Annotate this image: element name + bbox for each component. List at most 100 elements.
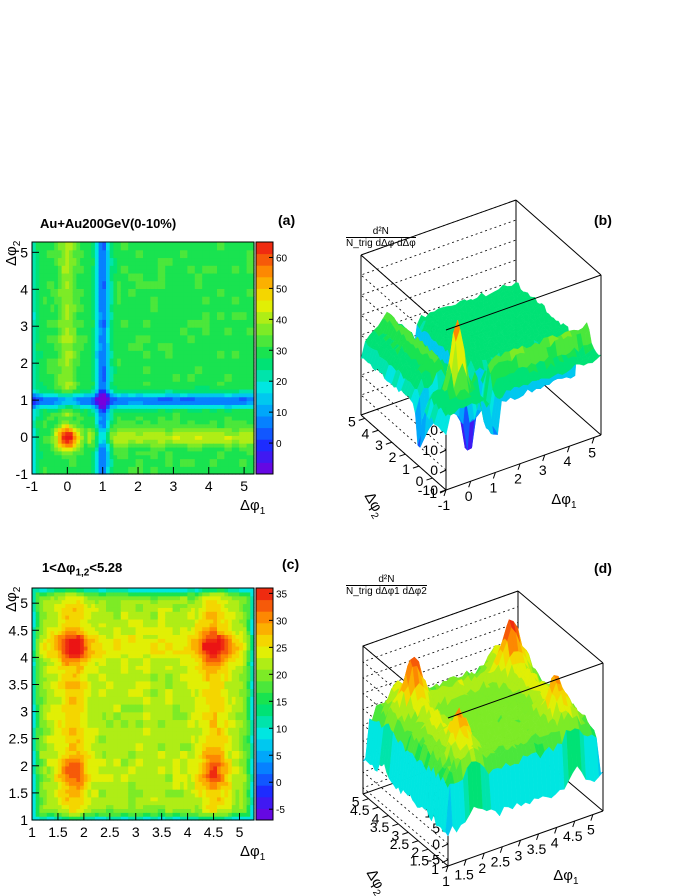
heatmap-cell — [35, 323, 40, 328]
heatmap-cell — [35, 446, 40, 452]
heatmap-cell — [150, 265, 155, 270]
heatmap-cell — [83, 458, 89, 463]
heatmap-cell — [143, 323, 148, 328]
heatmap-cell — [43, 419, 48, 425]
heatmap-cell — [239, 470, 244, 475]
heatmap-cell — [224, 470, 229, 475]
heatmap-cell — [217, 365, 222, 371]
heatmap-cell — [194, 319, 200, 324]
heatmap-cell — [76, 327, 81, 332]
heatmap-cell — [205, 373, 211, 378]
heatmap-cell — [65, 358, 70, 363]
heatmap-cell — [135, 385, 140, 390]
heatmap-cell — [198, 342, 203, 347]
heatmap-cell — [69, 377, 74, 382]
heatmap-cell — [246, 253, 251, 259]
heatmap-cell — [235, 408, 240, 413]
heatmap-cell — [35, 400, 40, 405]
heatmap-cell — [61, 249, 66, 255]
heatmap-cell — [120, 412, 126, 417]
heatmap-cell — [102, 261, 107, 266]
heatmap-cell — [35, 454, 40, 460]
heatmap-cell — [228, 342, 233, 347]
heatmap-cell — [94, 272, 100, 278]
heatmap-cell — [109, 323, 114, 328]
heatmap-cell — [87, 369, 92, 375]
heatmap-cell — [61, 327, 66, 332]
heatmap-cell — [183, 369, 188, 375]
heatmap-cell — [32, 435, 37, 440]
heatmap-cell — [176, 284, 181, 289]
heatmap-cell — [217, 342, 222, 347]
heatmap-cell — [57, 381, 63, 386]
heatmap-cell — [198, 350, 203, 355]
heatmap-cell — [187, 416, 192, 421]
heatmap-cell — [176, 307, 181, 313]
heatmap-cell — [80, 265, 85, 270]
heatmap-cell — [176, 296, 181, 301]
heatmap-cell — [87, 373, 92, 378]
heatmap-cell — [76, 307, 81, 313]
y-tick-label: 1 — [20, 392, 28, 408]
heatmap-cell — [131, 334, 137, 340]
heatmap-cell — [154, 412, 159, 417]
heatmap-cell — [246, 265, 251, 270]
heatmap-cell — [172, 404, 177, 409]
heatmap-cell — [228, 365, 233, 371]
heatmap-cell — [76, 257, 81, 262]
heatmap-cell — [69, 276, 74, 282]
heatmap-cell — [54, 315, 59, 320]
heatmap-cell — [109, 249, 114, 255]
heatmap-cell — [161, 288, 166, 293]
heatmap-cell — [220, 303, 225, 309]
heatmap-cell — [228, 439, 233, 444]
heatmap-cell — [187, 454, 192, 460]
heatmap-cell — [239, 454, 244, 460]
heatmap-cell — [205, 404, 211, 409]
heatmap-cell — [80, 404, 85, 409]
heatmap-cell — [239, 319, 244, 324]
heatmap-cell — [187, 342, 192, 347]
heatmap-cell — [35, 319, 40, 324]
heatmap-cell — [217, 288, 222, 293]
heatmap-cell — [87, 307, 92, 313]
heatmap-cell — [146, 245, 151, 251]
heatmap-cell — [168, 412, 174, 417]
heatmap-cell — [106, 334, 111, 340]
heatmap-cell — [35, 439, 40, 444]
heatmap-cell — [150, 257, 155, 262]
heatmap-cell — [231, 327, 237, 332]
heatmap-cell — [168, 272, 174, 278]
heatmap-cell — [102, 377, 107, 382]
colorbar-level — [256, 276, 273, 289]
heatmap-cell — [209, 427, 214, 433]
heatmap-cell — [128, 303, 133, 309]
heatmap-cell — [83, 346, 89, 351]
heatmap-cell — [205, 330, 211, 336]
heatmap-cell — [180, 443, 185, 448]
heatmap-cell — [83, 338, 89, 344]
heatmap-cell — [91, 381, 96, 386]
heatmap-cell — [168, 334, 174, 340]
heatmap-cell — [54, 280, 59, 286]
heatmap-cell — [235, 412, 240, 417]
heatmap-cell — [39, 358, 44, 363]
heatmap-cell — [157, 257, 163, 262]
heatmap-cell — [120, 265, 126, 270]
heatmap-cell — [102, 454, 107, 460]
heatmap-cell — [250, 300, 255, 305]
heatmap-cell — [69, 327, 74, 332]
heatmap-cell — [180, 269, 185, 274]
heatmap-cell — [242, 315, 248, 320]
heatmap-cell — [39, 272, 44, 278]
heatmap-cell — [246, 427, 251, 433]
heatmap-cells — [32, 242, 255, 475]
heatmap-cell — [235, 342, 240, 347]
heatmap-cell — [224, 269, 229, 274]
heatmap-cell — [228, 261, 233, 266]
heatmap-cell — [120, 392, 126, 398]
heatmap-cell — [46, 443, 52, 448]
heatmap-cell — [213, 450, 218, 456]
heatmap-cell — [72, 284, 77, 289]
heatmap-cell — [146, 350, 151, 355]
